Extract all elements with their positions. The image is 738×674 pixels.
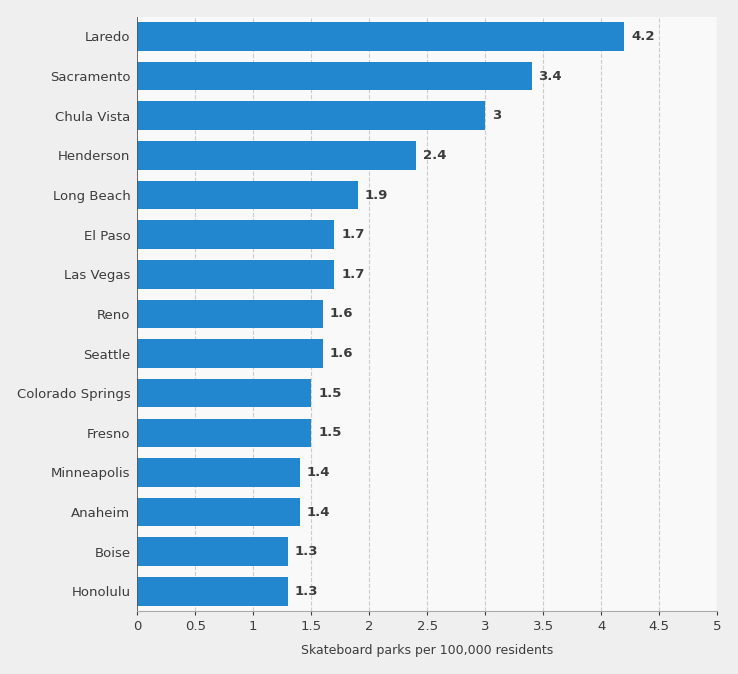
Text: 1.3: 1.3: [295, 585, 319, 598]
Text: 1.5: 1.5: [318, 427, 342, 439]
Bar: [137, 62, 531, 90]
Text: 1.9: 1.9: [365, 189, 388, 202]
Text: 1.7: 1.7: [342, 268, 365, 281]
Text: 3: 3: [492, 109, 501, 122]
Text: 1.3: 1.3: [295, 545, 319, 558]
Text: 1.5: 1.5: [318, 387, 342, 400]
Bar: [137, 537, 288, 566]
Text: 4.2: 4.2: [631, 30, 655, 43]
Text: 1.4: 1.4: [307, 506, 330, 518]
Bar: [137, 379, 311, 408]
Bar: [137, 141, 415, 170]
Bar: [137, 458, 300, 487]
Bar: [137, 220, 334, 249]
Bar: [137, 102, 485, 130]
Bar: [137, 22, 624, 51]
Bar: [137, 498, 300, 526]
Bar: [137, 181, 358, 210]
Text: 1.6: 1.6: [330, 307, 354, 320]
Text: 2.4: 2.4: [423, 149, 446, 162]
Bar: [137, 300, 323, 328]
Bar: [137, 577, 288, 606]
Bar: [137, 339, 323, 368]
Bar: [137, 419, 311, 447]
Bar: [137, 260, 334, 288]
Text: 1.6: 1.6: [330, 347, 354, 360]
X-axis label: Skateboard parks per 100,000 residents: Skateboard parks per 100,000 residents: [301, 644, 554, 657]
Text: 3.4: 3.4: [539, 69, 562, 83]
Text: 1.4: 1.4: [307, 466, 330, 479]
Text: 1.7: 1.7: [342, 228, 365, 241]
